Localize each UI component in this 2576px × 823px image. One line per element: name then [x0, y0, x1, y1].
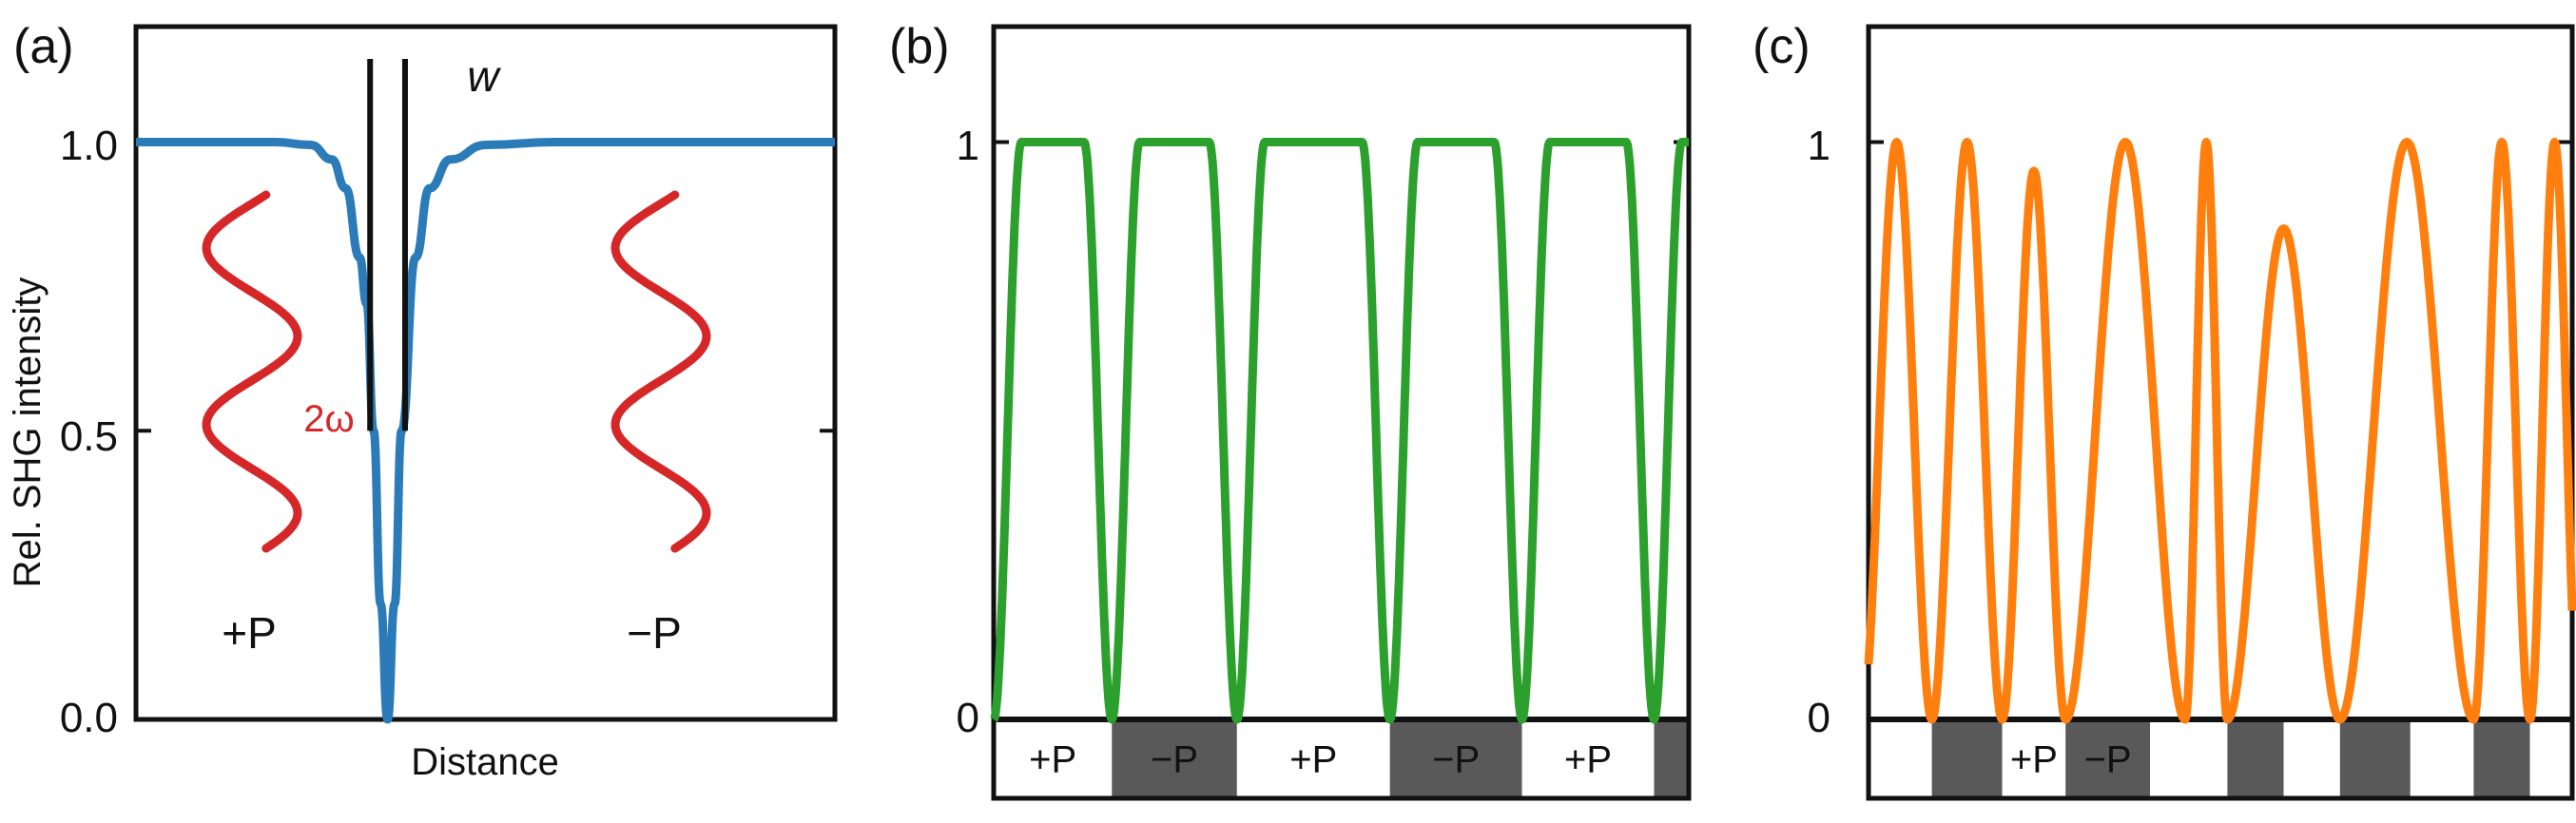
panel-b-domain-1: [1112, 719, 1237, 798]
panel-b-intensity-curve: [990, 138, 1693, 724]
panel-c-ytick-0: 0: [1808, 695, 1830, 741]
panel-b-domain-label-3: −P: [1432, 739, 1480, 781]
panel-c-label: (c): [1753, 19, 1811, 74]
panel-b-domain-3: [1389, 719, 1522, 798]
panel-b-frame: [991, 24, 1692, 801]
panel-c-domain-label-2: +P: [2010, 739, 2058, 781]
panel-c-domain-5: [2227, 719, 2284, 798]
panel-a-wave-right: [610, 190, 711, 553]
panel-c-marks: +P −P: [1864, 24, 2576, 801]
panel-b-ytick-1: 1: [957, 123, 979, 169]
panel-a-yticks: 0.0 0.5 1.0: [60, 123, 118, 741]
panel-c-domain-7: [2339, 719, 2411, 798]
panel-a-label: (a): [13, 19, 74, 74]
panel-a: (a) Rel. SHG intensity Distance 0.0 0.5 …: [7, 19, 838, 783]
panel-c-domain-label-3: −P: [2084, 739, 2132, 781]
panel-b-marks: +P −P +P −P +P: [990, 24, 1693, 801]
panel-a-intensity-curve: [136, 138, 835, 724]
panel-c: (c) 0 1 +P −P: [1753, 19, 2576, 801]
panel-a-ytick-0: 0.0: [60, 695, 118, 741]
panel-c-ytick-1: 1: [1808, 123, 1830, 169]
panel-a-left-domain-label: +P: [222, 608, 277, 658]
panel-b-domain-label-0: +P: [1029, 739, 1076, 781]
panel-b-label: (b): [889, 19, 950, 74]
panel-a-ytick-1: 0.5: [60, 413, 118, 460]
panel-c-domain-3: [2065, 719, 2150, 798]
panel-b-domain-5: [1654, 719, 1689, 798]
panel-a-ytick-2: 1.0: [60, 123, 118, 169]
panel-a-wave-label: 2ω: [303, 398, 354, 440]
panel-b-domain-2: [1236, 719, 1390, 798]
panel-a-width-label: w: [467, 51, 501, 101]
panel-c-domain-0: [1869, 719, 1932, 798]
panel-c-frame: [1866, 24, 2575, 801]
panel-a-right-domain-label: −P: [627, 608, 682, 658]
panel-c-domain-2: [2002, 719, 2066, 798]
panel-a-xlabel: Distance: [411, 741, 559, 783]
panel-b-domain-label-4: +P: [1564, 739, 1612, 781]
panel-c-domain-10: [2529, 719, 2572, 798]
panel-c-domain-1: [1931, 719, 2003, 798]
panel-b-domain-4: [1521, 719, 1655, 798]
panel-c-domain-8: [2410, 719, 2474, 798]
panel-a-wave-left: [202, 190, 302, 553]
panel-a-frame: [133, 24, 838, 722]
panel-b-ytick-0: 0: [957, 695, 979, 741]
panel-c-intensity-curve: [1864, 138, 2576, 724]
panel-c-domain-9: [2473, 719, 2530, 798]
panel-c-domain-4: [2150, 719, 2228, 798]
panel-c-domain-6: [2283, 719, 2340, 798]
panel-b: (b) 0 1 +P −P +P −P +P: [889, 19, 1693, 801]
panel-b-domain-label-2: +P: [1289, 739, 1337, 781]
panel-b-domain-label-1: −P: [1151, 739, 1198, 781]
panel-b-domain-0: [994, 719, 1113, 798]
panel-a-marks: [133, 24, 838, 724]
panel-a-ylabel: Rel. SHG intensity: [7, 278, 48, 588]
